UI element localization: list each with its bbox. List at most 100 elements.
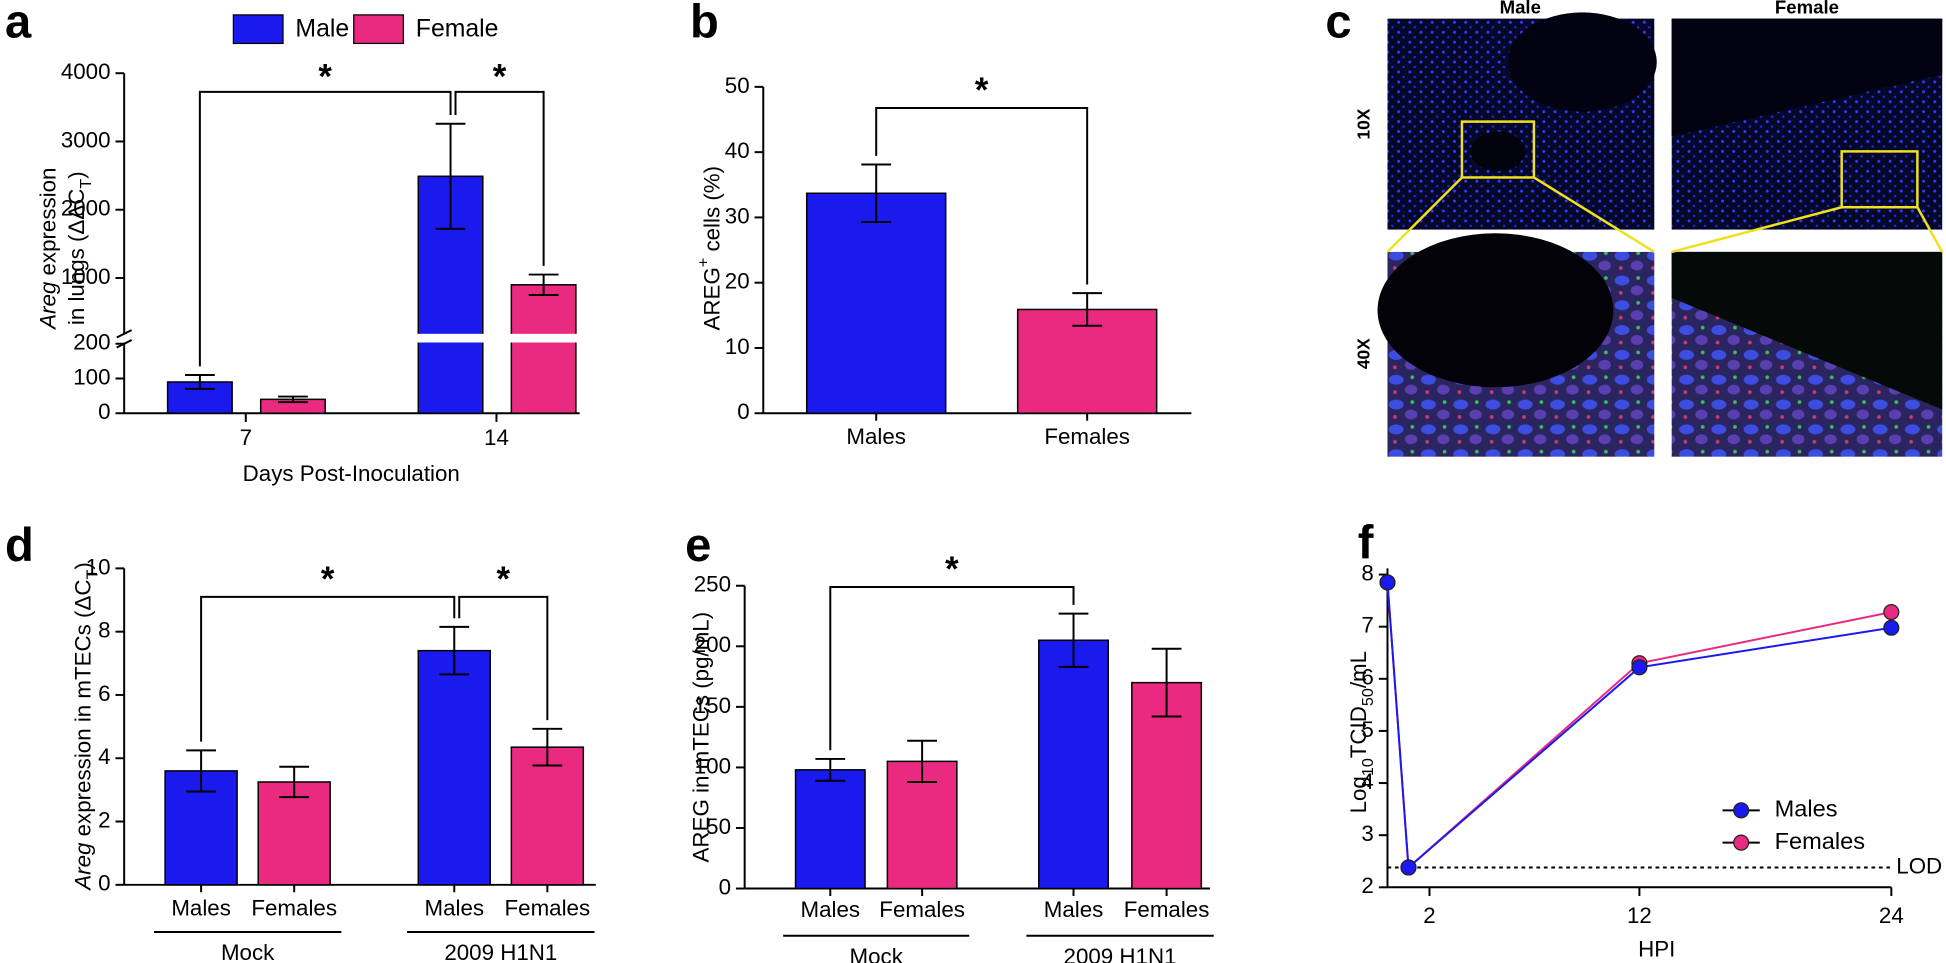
y-tick-label: 2 [1361, 873, 1373, 898]
x-tick-label: 24 [1879, 903, 1904, 928]
point [1631, 659, 1648, 676]
error-bar [278, 395, 308, 404]
lumen [1377, 233, 1614, 388]
significance-label: * [497, 561, 511, 599]
y-tick-label: 6 [1361, 665, 1373, 690]
legend-label: Female [416, 15, 499, 42]
legend-label: Females [1775, 828, 1865, 854]
label-part: AREG in mTECs (pg/mL) [688, 612, 713, 863]
y-tick-label: 150 [694, 693, 731, 718]
label-part: Areg [36, 281, 61, 331]
significance-bracket [458, 595, 549, 721]
y-tick-label: 8 [1361, 560, 1373, 585]
axis-break-mark [116, 329, 133, 339]
label-part: TCID [1346, 706, 1371, 758]
group-label: Mock [221, 940, 275, 963]
zoom-indicator [1386, 120, 1944, 254]
x-tick-label: Females [879, 897, 965, 922]
y-axis-label: Areg expression in mTECs (ΔCT) [70, 562, 101, 892]
y-tick-label: 8 [98, 618, 110, 643]
x-tick-label: Males [801, 897, 861, 922]
error-bar [532, 727, 563, 767]
x-tick-label: Males [424, 896, 484, 921]
error-bar [1151, 647, 1182, 718]
legend-marker [1733, 834, 1750, 851]
group-label: 2009 H1N1 [444, 940, 557, 963]
y-tick-label: 3000 [61, 127, 111, 152]
panel-label: e [685, 518, 711, 571]
x-tick-label: Females [251, 896, 337, 921]
axis-break [119, 333, 584, 343]
column-label: Female [1775, 0, 1839, 18]
label-part: Log [1346, 776, 1371, 813]
y-tick-label: 4000 [61, 59, 111, 84]
label-part: 50 [1359, 688, 1377, 706]
axis-break-mark [116, 339, 133, 349]
x-tick-label: 12 [1627, 903, 1652, 928]
label-part: T [78, 179, 96, 189]
significance-bracket [198, 90, 452, 367]
series-line [1386, 582, 1892, 870]
label-part: ) [64, 171, 89, 178]
bar [510, 746, 585, 886]
error-bar [1072, 292, 1103, 327]
error-bar [815, 757, 846, 782]
x-tick-label: Males [846, 424, 906, 449]
label-part: T [84, 569, 102, 579]
y-tick-label: 30 [725, 203, 750, 228]
y-tick-label: 0 [737, 399, 749, 424]
error-bar [186, 749, 217, 793]
y-tick-label: 6 [98, 681, 110, 706]
error-bar [439, 625, 470, 676]
error-bar [907, 739, 938, 783]
x-tick-label: 2 [1423, 903, 1435, 928]
y-tick-label: 100 [73, 364, 110, 389]
significance-bracket [875, 106, 1089, 285]
significance-bracket [829, 585, 1075, 751]
label-part: expression [36, 168, 61, 282]
y-tick-label: 0 [98, 871, 110, 896]
series-line [1386, 582, 1892, 870]
x-tick-label: Males [1044, 897, 1104, 922]
bar [1038, 639, 1110, 890]
y-tick-label: 10 [725, 334, 750, 359]
y-tick-label: 1000 [61, 264, 111, 289]
x-tick-label: Females [1124, 897, 1210, 922]
x-axis-label: HPI [1638, 936, 1675, 961]
bar [886, 760, 958, 890]
error-bar [279, 765, 310, 799]
legend-swatch [232, 14, 284, 45]
point [1379, 574, 1396, 591]
y-tick-label: 100 [694, 753, 731, 778]
y-tick-label: 50 [706, 814, 731, 839]
y-tick-label: 4 [98, 744, 110, 769]
label-part: /mL [1346, 651, 1371, 688]
label-part: expression in mTECs (ΔC [70, 579, 95, 842]
error-bar [435, 122, 466, 230]
column-label: Male [1500, 0, 1541, 18]
label-part: cells (%) [700, 166, 725, 258]
x-tick-label: 7 [240, 425, 252, 450]
row-label: 40X [1354, 338, 1374, 369]
lumen [1507, 12, 1657, 112]
error-bar [861, 163, 892, 223]
legend-label: Males [1775, 796, 1838, 822]
y-tick-label: 4 [1361, 769, 1373, 794]
bar [257, 781, 331, 886]
y-axis-label: in lungs (ΔΔCT) [64, 171, 95, 325]
significance-label: * [945, 551, 959, 589]
bar [794, 769, 866, 890]
error-bar [1058, 612, 1089, 668]
significance-label: * [321, 561, 335, 599]
significance-label: * [318, 59, 332, 97]
error-bar [528, 273, 559, 297]
bar [510, 284, 577, 414]
bar [417, 649, 492, 886]
label-part: + [695, 258, 713, 267]
panel-label: a [5, 0, 32, 47]
lumen [1671, 251, 1943, 410]
group-label: Mock [850, 944, 904, 963]
significance-label: * [975, 72, 989, 110]
point [1883, 619, 1900, 636]
